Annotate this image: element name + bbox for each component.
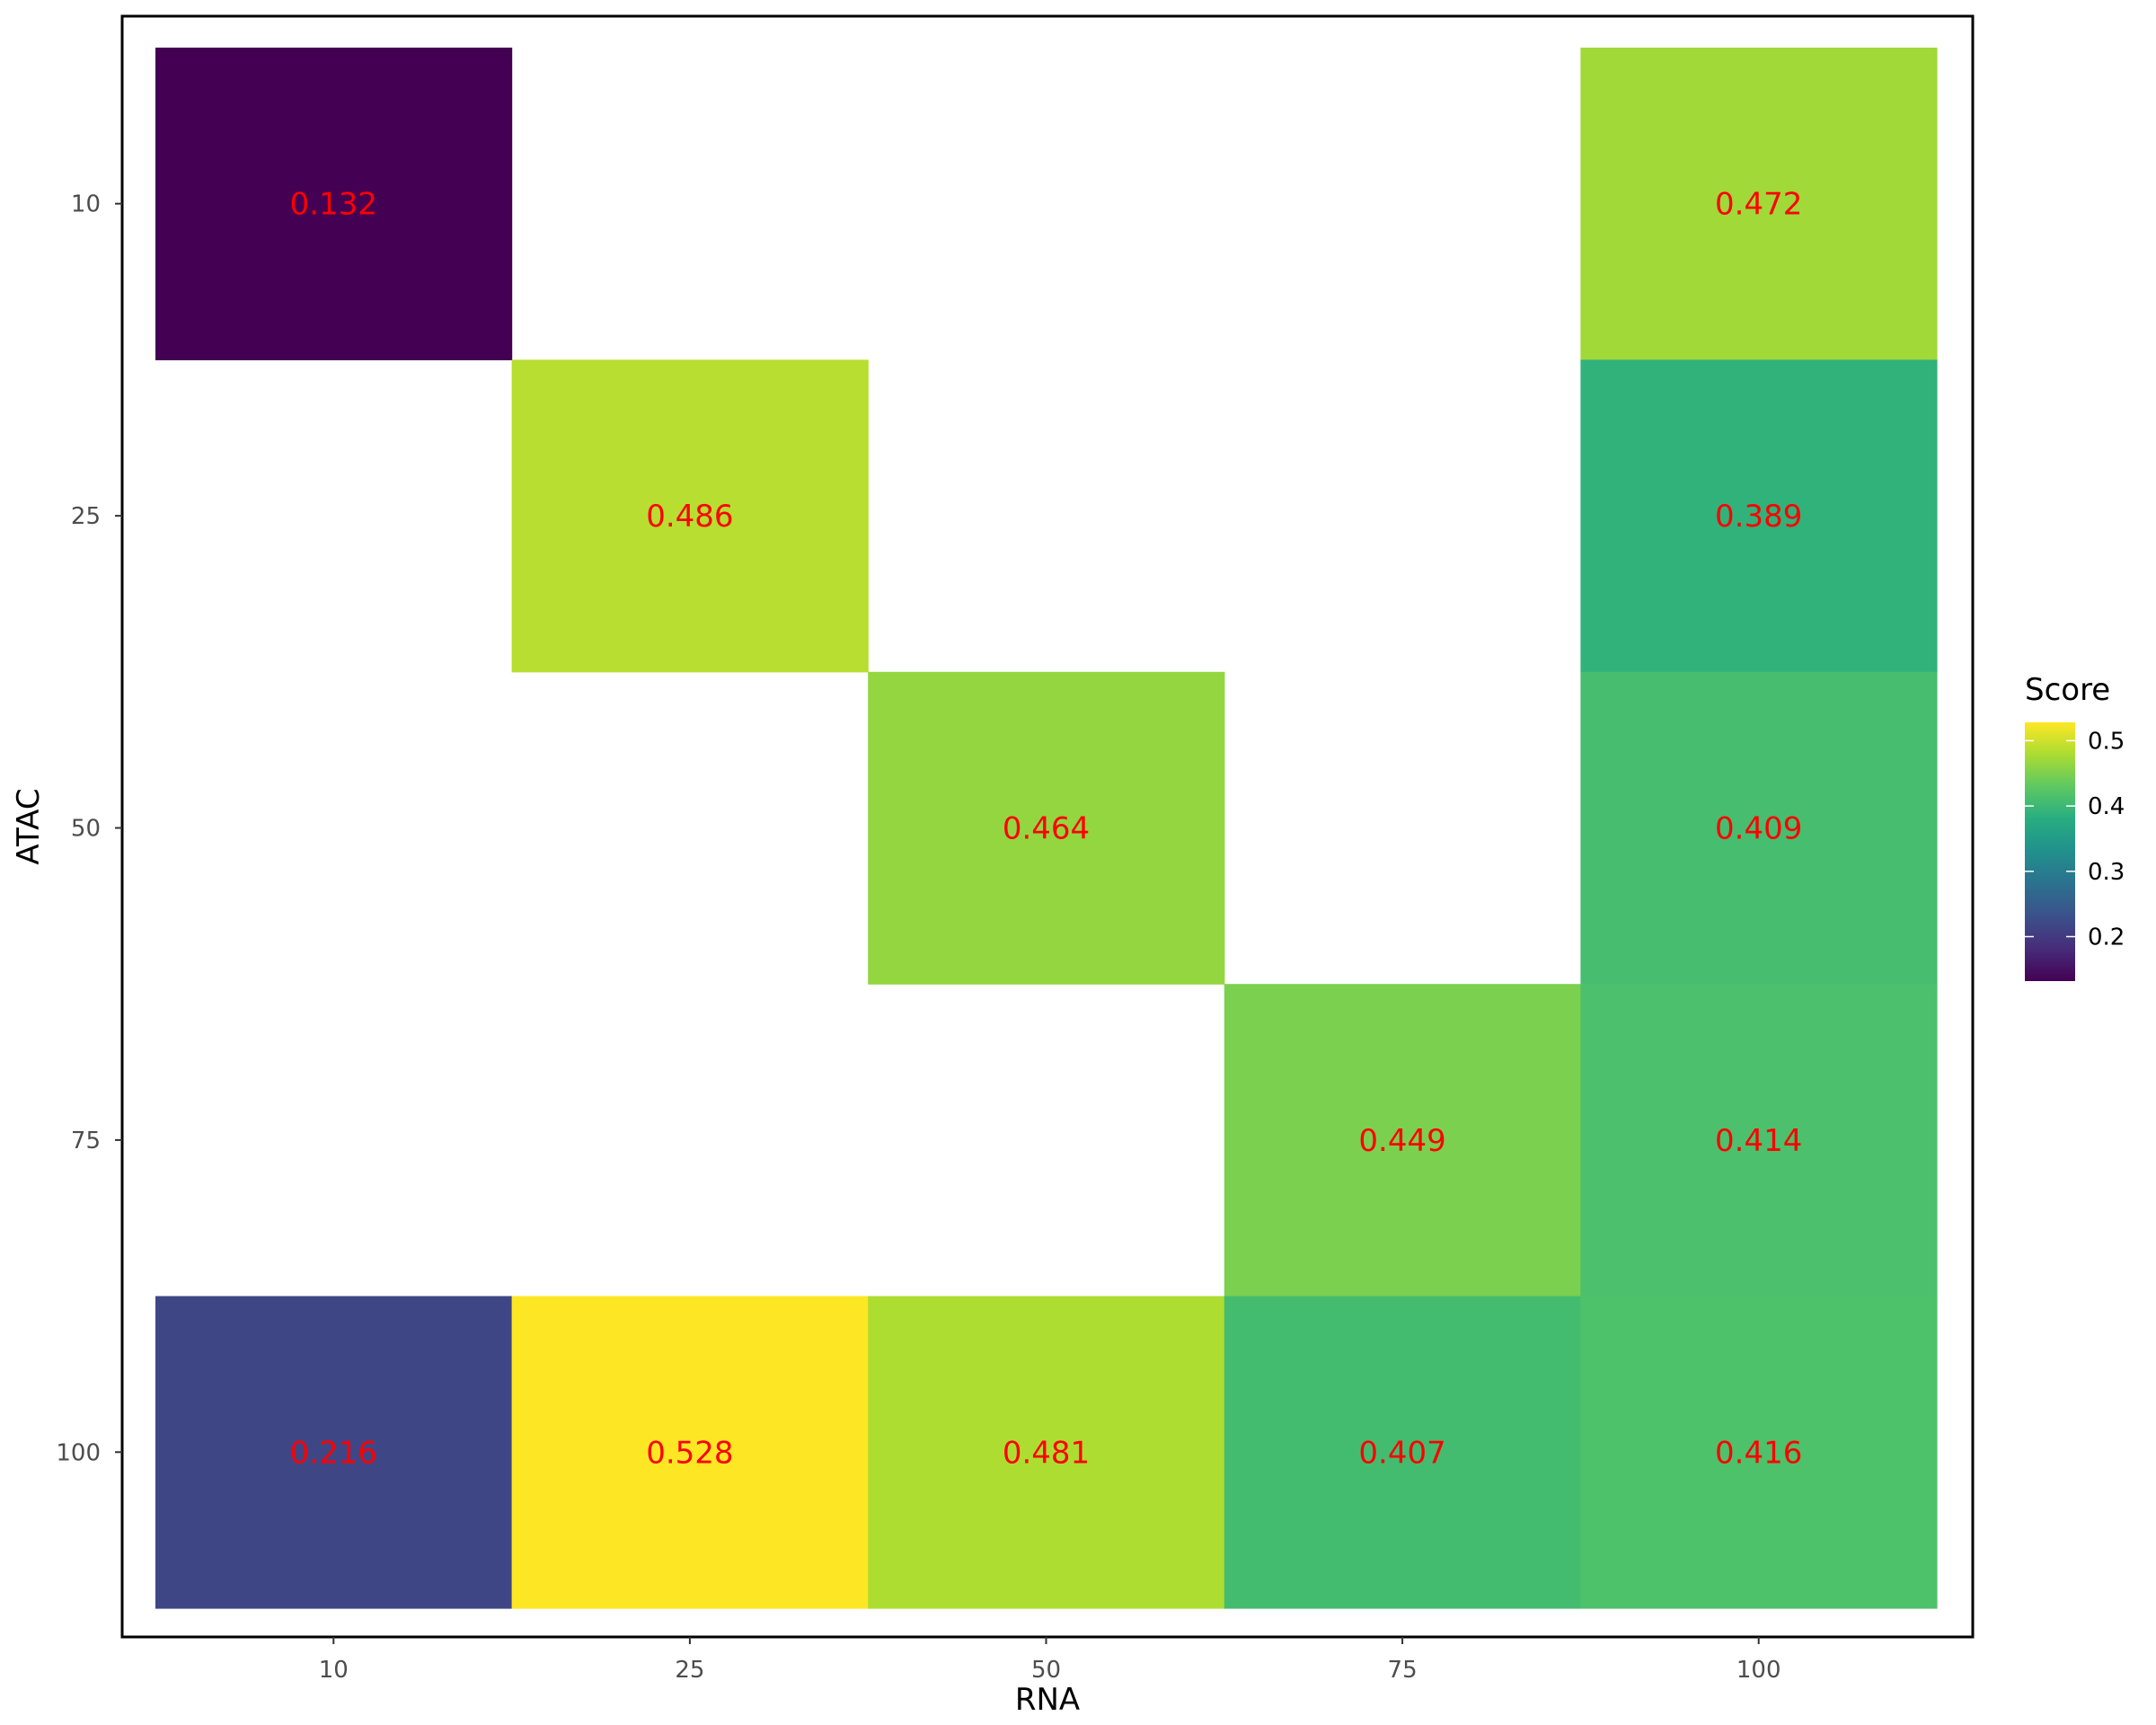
legend-tick-label: 0.3: [2088, 859, 2125, 886]
heatmap-cell: [1580, 984, 1938, 1297]
heatmap-cell: [511, 1296, 869, 1609]
x-tick-label: 75: [1388, 1657, 1418, 1684]
heatmap-cells: [155, 48, 1938, 1609]
legend-tick-label: 0.4: [2088, 793, 2125, 820]
y-axis-title: ATAC: [11, 788, 47, 864]
panel-border: [120, 14, 1975, 1639]
heatmap-cell: [1580, 359, 1938, 673]
heatmap-cell-labels: 0.132 0.472 0.486 0.389 0.464 0.409 0.449 0.414…: [290, 187, 1803, 1472]
heatmap-cell: [511, 359, 869, 673]
y-tick-label: 100: [56, 1439, 101, 1466]
legend-tick-label: 0.2: [2088, 924, 2125, 951]
heatmap-cell: [868, 671, 1225, 985]
heatmap-cell: [1580, 1296, 1938, 1609]
legend-title: Score: [2025, 672, 2110, 708]
cell-value-label: 0.528: [646, 1435, 733, 1471]
x-tick-label: 10: [319, 1657, 349, 1684]
cell-value-label: 0.407: [1358, 1435, 1445, 1471]
heatmap-cell: [155, 1296, 513, 1609]
y-tick-label: 75: [71, 1128, 101, 1154]
legend-colorbar: [2025, 722, 2075, 981]
x-axis-ticks: 10 25 50 75 100: [319, 1637, 1781, 1684]
heatmap-cell: [1224, 1296, 1581, 1609]
y-tick-label: 25: [71, 503, 101, 530]
cell-value-label: 0.409: [1715, 811, 1802, 847]
cell-value-label: 0.472: [1715, 187, 1802, 223]
cell-value-label: 0.486: [646, 499, 733, 535]
cell-value-label: 0.464: [1003, 811, 1090, 847]
heatmap-cell: [868, 1296, 1225, 1609]
heatmap-cell: [1224, 984, 1581, 1297]
y-tick-label: 50: [71, 816, 101, 843]
cell-value-label: 0.414: [1715, 1123, 1802, 1159]
x-tick-label: 50: [1031, 1657, 1061, 1684]
x-tick-label: 100: [1736, 1657, 1781, 1684]
cell-value-label: 0.481: [1003, 1435, 1090, 1471]
y-axis-ticks: 10 25 50 75 100: [56, 191, 122, 1466]
color-legend: Score 0.2 0.3 0.4 0.5: [2025, 672, 2125, 981]
x-tick-label: 25: [675, 1657, 704, 1684]
cell-value-label: 0.132: [290, 187, 377, 223]
heatmap-cell: [1580, 671, 1938, 985]
x-axis-title: RNA: [1015, 1682, 1080, 1718]
cell-value-label: 0.389: [1715, 499, 1802, 535]
heatmap-cell: [155, 48, 513, 360]
cell-value-label: 0.416: [1715, 1435, 1802, 1471]
cell-value-label: 0.449: [1358, 1123, 1445, 1159]
y-tick-label: 10: [71, 191, 101, 218]
cell-value-label: 0.216: [290, 1435, 377, 1471]
heatmap-cell: [1580, 48, 1938, 360]
legend-tick-label: 0.5: [2088, 728, 2125, 755]
